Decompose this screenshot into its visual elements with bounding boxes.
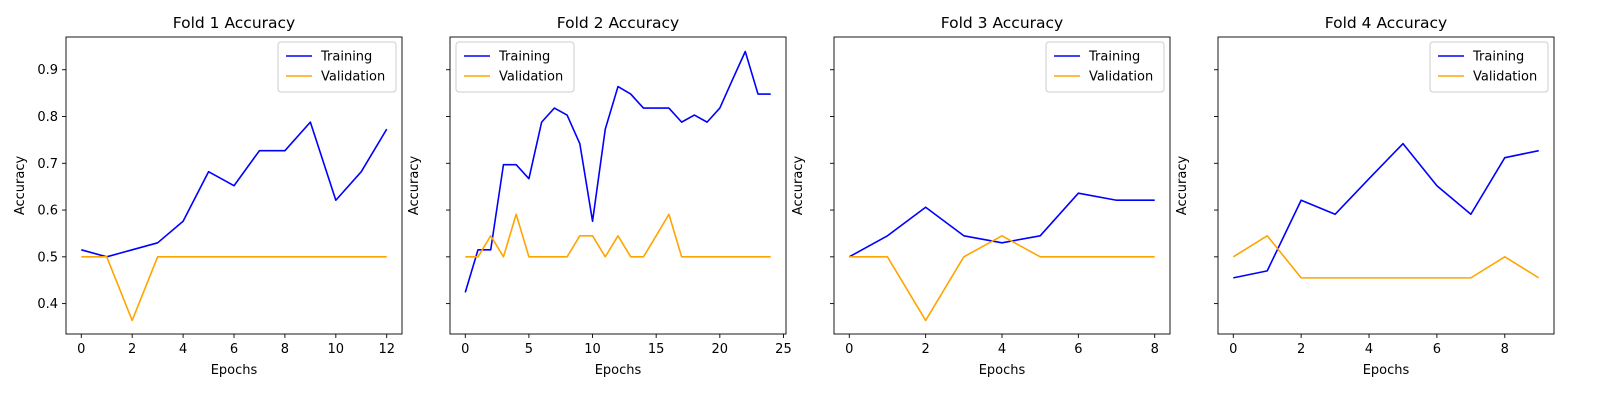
x-tick-label: 0 [845, 342, 853, 357]
y-axis-label: Accuracy [791, 156, 806, 216]
legend-label-validation: Validation [1089, 70, 1153, 85]
legend-label-validation: Validation [321, 70, 385, 85]
x-tick-label: 4 [1365, 342, 1373, 357]
x-tick-label: 12 [378, 342, 395, 357]
legend-label-training: Training [498, 50, 550, 65]
series-line-training [1233, 142, 1539, 279]
series-line-training [464, 50, 771, 293]
x-tick-label: 0 [461, 342, 469, 357]
legend-label-training: Training [1472, 50, 1524, 65]
legend-box [455, 41, 575, 93]
subplot-fold-4: Fold 4 Accuracy 0 2 4 6 8 Epochs Accuracy Traini… [1175, 14, 1555, 378]
x-tick-label: 0 [1229, 342, 1237, 357]
legend-label-training: Training [1088, 50, 1140, 65]
plot-frame [1217, 36, 1555, 335]
x-tick-label: 20 [712, 342, 729, 357]
series-line-validation [465, 213, 771, 258]
legend-box [1429, 41, 1549, 93]
x-tick-label: 2 [128, 342, 136, 357]
x-tick-label: 2 [921, 342, 929, 357]
legend: Training Validation [277, 41, 397, 93]
chart-title: Fold 3 Accuracy [941, 14, 1063, 32]
x-tick-label: 5 [525, 342, 533, 357]
x-tick-label: 8 [281, 342, 289, 357]
series-line-validation [849, 234, 1155, 322]
plot-frame [449, 36, 787, 335]
x-axis-label: Epochs [595, 363, 642, 378]
x-axis-label: Epochs [211, 363, 258, 378]
series-line-training [81, 121, 388, 258]
y-tick-label: 0.4 [37, 297, 58, 312]
chart-title: Fold 4 Accuracy [1325, 14, 1447, 32]
series-line-validation [1232, 234, 1540, 279]
x-tick-label: 0 [77, 342, 85, 357]
legend-label-validation: Validation [499, 70, 563, 85]
x-axis-label: Epochs [979, 363, 1026, 378]
legend-box [277, 41, 397, 93]
x-tick-label: 10 [328, 342, 345, 357]
x-axis-label: Epochs [1363, 363, 1410, 378]
legend-label-training: Training [320, 50, 372, 65]
x-tick-label: 4 [998, 342, 1006, 357]
legend-label-validation: Validation [1473, 70, 1537, 85]
y-tick-label: 0.5 [37, 250, 58, 265]
x-tick-label: 2 [1297, 342, 1305, 357]
series-line-training [848, 192, 1155, 258]
y-axis-label: Accuracy [407, 156, 422, 216]
y-tick-label: 0.7 [37, 157, 58, 172]
subplot-fold-2: Fold 2 Accuracy 0 5 10 15 20 25 Epochs Accuracy T… [407, 14, 792, 378]
chart-title: Fold 2 Accuracy [557, 14, 679, 32]
x-tick-label: 25 [775, 342, 792, 357]
x-tick-label: 6 [1074, 342, 1082, 357]
x-tick-label: 8 [1151, 342, 1159, 357]
x-tick-label: 4 [179, 342, 187, 357]
y-tick-label: 0.9 [37, 63, 58, 78]
x-tick-label: 15 [648, 342, 665, 357]
x-tick-label: 6 [230, 342, 238, 357]
legend-box [1045, 41, 1165, 93]
legend: Training Validation [455, 41, 575, 93]
x-tick-label: 8 [1501, 342, 1509, 357]
legend: Training Validation [1045, 41, 1165, 93]
subplot-fold-1: Fold 1 Accuracy 0 2 4 6 8 10 12 0.4 0.5 0.6 0.7 0.8 0… [13, 14, 403, 378]
x-tick-label: 10 [584, 342, 601, 357]
y-tick-label: 0.6 [37, 204, 58, 219]
y-axis-label: Accuracy [1175, 156, 1190, 216]
y-tick-label: 0.8 [37, 110, 58, 125]
y-axis-label: Accuracy [13, 156, 28, 216]
subplot-fold-3: Fold 3 Accuracy 0 2 4 6 8 Epochs Accuracy Traini… [791, 14, 1171, 378]
x-tick-label: 6 [1433, 342, 1441, 357]
legend: Training Validation [1429, 41, 1549, 93]
series-line-validation [81, 256, 387, 322]
chart-title: Fold 1 Accuracy [173, 14, 295, 32]
